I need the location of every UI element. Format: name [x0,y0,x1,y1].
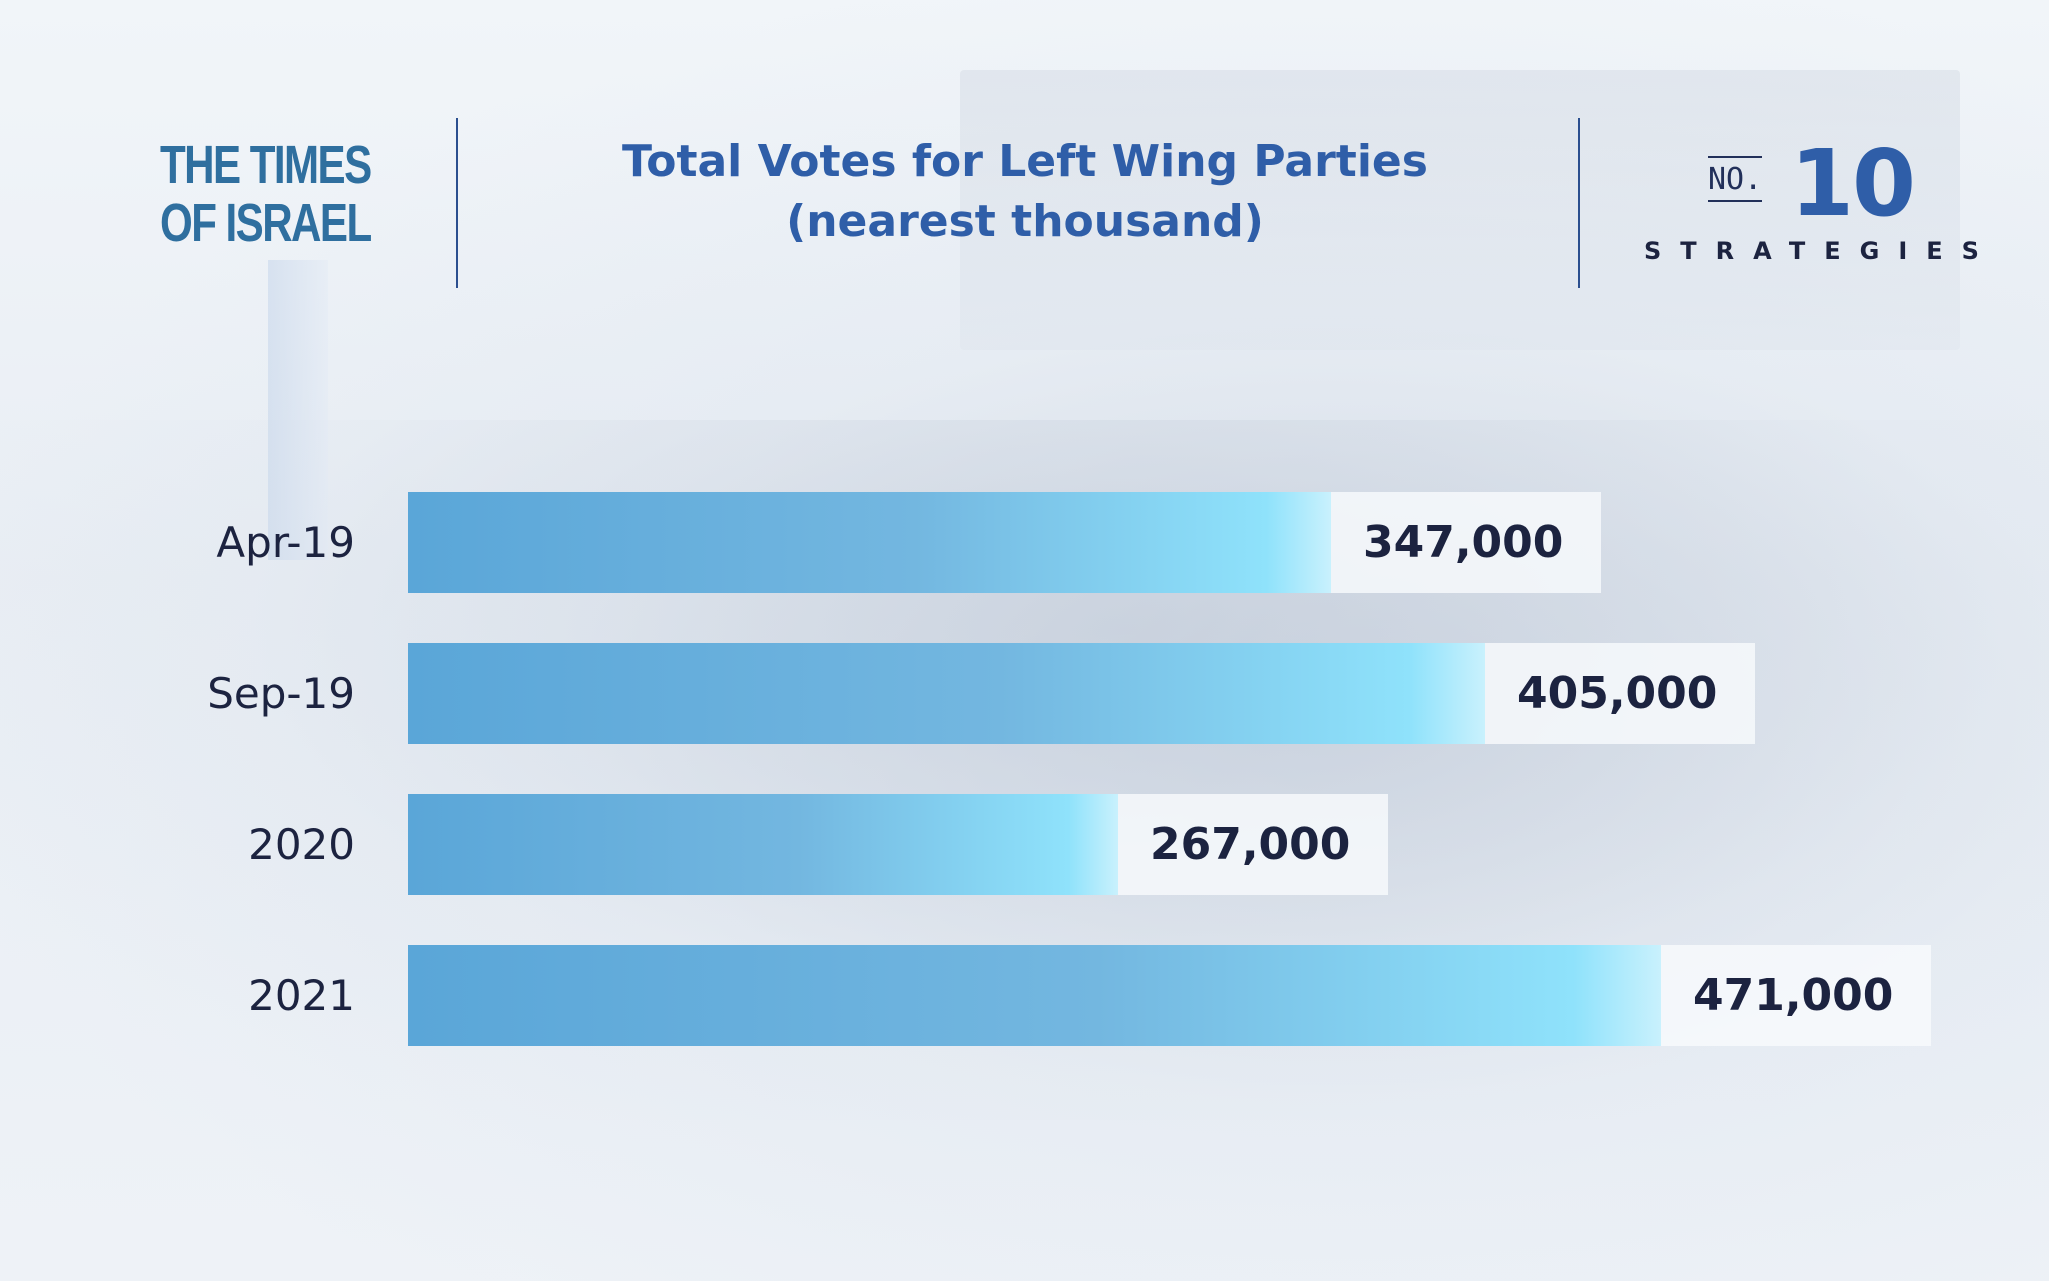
category-label: Sep-19 [207,669,355,718]
value-label: 267,000 [1150,819,1350,870]
background-gallery [960,70,1960,350]
divider-right [1578,118,1580,288]
divider-left [456,118,458,288]
value-label-background [1485,643,1755,744]
category-label: 2021 [248,971,355,1020]
bar [408,794,1118,895]
bar [408,945,1661,1046]
value-label-background [1661,945,1931,1046]
chart-title-line-2: (nearest thousand) [786,196,1264,247]
value-label-background [1331,492,1601,593]
value-label: 405,000 [1517,668,1717,719]
category-label: Apr-19 [216,518,355,567]
category-label: 2020 [248,820,355,869]
value-label-background [1118,794,1388,895]
value-label: 471,000 [1693,970,1893,1021]
value-label: 347,000 [1363,517,1563,568]
chart-title: Total Votes for Left Wing Parties (neare… [470,132,1580,252]
bar [408,643,1485,744]
background-flag [268,260,328,560]
brand-number: 10 [1790,130,1916,237]
brand-subtitle: STRATEGIES [1644,237,1998,265]
bar [408,492,1331,593]
no10-strategies-logo: NO. 10 STRATEGIES [1640,134,1990,270]
brand-no-label: NO. [1708,156,1763,202]
chart-title-line-1: Total Votes for Left Wing Parties [622,136,1428,187]
